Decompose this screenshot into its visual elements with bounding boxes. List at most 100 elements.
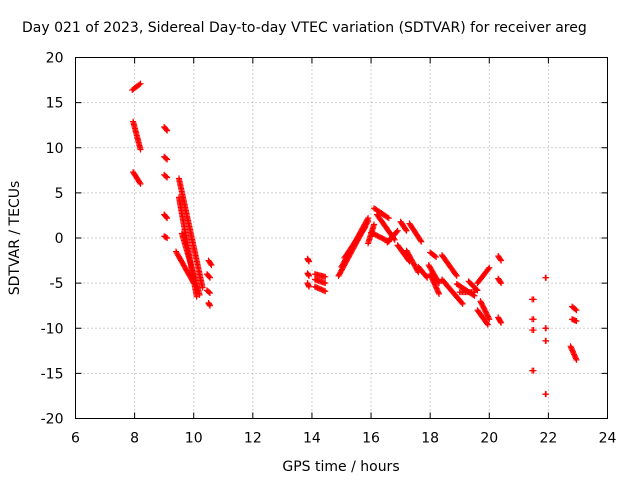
data-point (530, 316, 537, 323)
data-point (163, 126, 170, 133)
data-point (164, 127, 171, 134)
data-point (474, 287, 481, 294)
data-point (497, 256, 504, 263)
data-point (394, 227, 401, 234)
data-point (459, 300, 466, 307)
y-tick-label: -5 (50, 276, 64, 292)
y-tick-label: 10 (46, 141, 64, 157)
data-point (458, 299, 465, 306)
data-point (530, 296, 537, 303)
data-point (206, 302, 213, 309)
data-point (163, 155, 170, 162)
data-points (129, 80, 580, 398)
data-point (530, 327, 537, 334)
x-tick-label: 20 (480, 431, 498, 447)
y-tick-label: 0 (55, 231, 64, 247)
y-tick-label: -20 (41, 412, 64, 428)
data-point (137, 80, 144, 87)
data-point (484, 321, 491, 328)
data-point (573, 307, 580, 314)
data-point (362, 224, 369, 231)
data-point (364, 216, 371, 223)
x-tick-label: 18 (421, 431, 439, 447)
data-point (486, 316, 493, 323)
data-point (453, 272, 460, 279)
data-point (371, 221, 378, 228)
data-point (305, 272, 312, 279)
data-point (385, 215, 392, 222)
x-tick-label: 24 (599, 431, 617, 447)
data-point (136, 179, 143, 186)
data-point (431, 253, 438, 260)
x-tick-label: 8 (130, 431, 139, 447)
data-point (433, 253, 440, 260)
x-tick-label: 12 (244, 431, 262, 447)
y-tick-label: -15 (41, 366, 64, 382)
data-point (498, 319, 505, 326)
data-point (403, 227, 410, 234)
data-point (164, 174, 171, 181)
data-point (543, 325, 550, 332)
axis-ticks: 6 8 10 12 14 16 18 20 22 24 -20 -15 -10 -5 0 5 10 15 20 (41, 51, 617, 447)
data-point (417, 237, 424, 244)
data-point (322, 273, 329, 280)
data-point (164, 215, 171, 222)
y-tick-label: 15 (46, 96, 64, 112)
x-tick-label: 6 (71, 431, 80, 447)
data-point (322, 280, 329, 287)
data-point (199, 284, 206, 291)
data-point (543, 391, 550, 398)
data-point (305, 283, 312, 290)
data-point (483, 320, 490, 327)
data-point (163, 173, 170, 180)
data-point (393, 228, 400, 235)
data-point (163, 234, 170, 241)
data-point (305, 258, 312, 265)
grid-lines (75, 57, 608, 419)
data-point (543, 274, 550, 281)
y-tick-label: 5 (55, 186, 64, 202)
data-point (418, 238, 425, 245)
data-point (497, 278, 504, 285)
data-point (164, 235, 171, 241)
data-point (196, 291, 203, 298)
data-point (402, 226, 409, 233)
y-tick-label: -10 (41, 321, 64, 337)
x-tick-label: 16 (362, 431, 380, 447)
data-point (137, 146, 144, 153)
data-point (206, 273, 213, 280)
data-point (384, 214, 391, 221)
x-tick-label: 14 (303, 431, 321, 447)
data-point (164, 156, 171, 163)
data-point (163, 214, 170, 221)
x-tick-label: 22 (539, 431, 557, 447)
data-point (206, 274, 213, 281)
data-point (208, 262, 215, 269)
data-point (137, 180, 144, 187)
data-point (572, 306, 579, 313)
data-point (452, 271, 459, 278)
data-point (573, 356, 580, 363)
data-point (485, 265, 492, 272)
data-point (361, 225, 368, 232)
data-point (486, 264, 493, 271)
data-point (530, 367, 537, 374)
data-point (136, 81, 143, 88)
data-point (365, 215, 372, 222)
data-point (322, 288, 329, 295)
y-axis-label: SDTVAR / TECUs (7, 181, 23, 296)
data-point (498, 280, 505, 287)
data-point (473, 286, 480, 293)
data-point (207, 260, 214, 267)
chart-title: Day 021 of 2023, Sidereal Day-to-day VTE… (22, 20, 587, 36)
data-point (573, 318, 580, 325)
x-axis-label: GPS time / hours (282, 459, 399, 475)
data-point (205, 289, 212, 296)
data-point (190, 280, 197, 287)
data-point (423, 273, 430, 280)
data-point (543, 337, 550, 344)
x-tick-label: 10 (185, 431, 203, 447)
data-point (190, 278, 197, 285)
data-point (498, 257, 505, 264)
